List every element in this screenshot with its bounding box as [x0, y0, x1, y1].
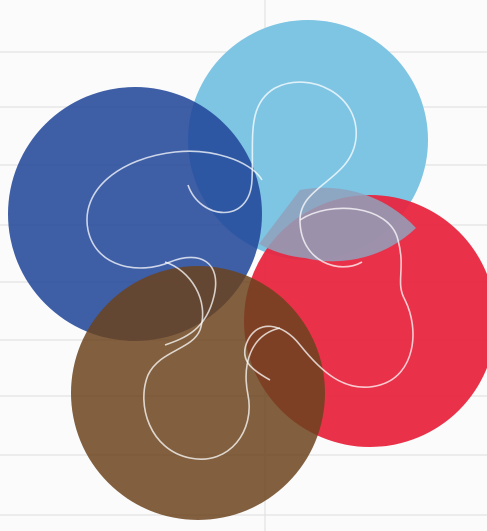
brown-circle [71, 266, 325, 520]
loop [187, 81, 363, 268]
loop [243, 207, 414, 388]
overlap-tint [259, 187, 416, 262]
loops [86, 81, 414, 460]
loop [143, 261, 281, 460]
loop [86, 150, 263, 346]
